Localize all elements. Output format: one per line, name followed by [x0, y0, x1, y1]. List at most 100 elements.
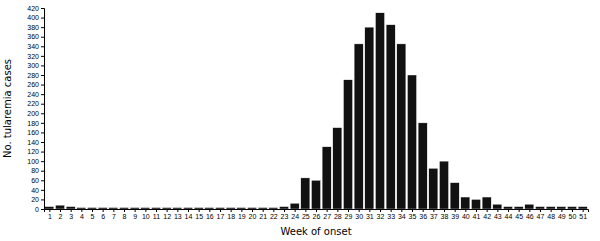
y-tick: 240 [27, 91, 44, 98]
y-tick-mark [41, 56, 44, 57]
x-tick-mark [284, 209, 285, 212]
x-tick-label: 33 [387, 213, 395, 220]
y-tick: 80 [31, 167, 44, 174]
x-tick-label: 27 [323, 213, 331, 220]
x-tick-label: 43 [494, 213, 502, 220]
bar [375, 13, 384, 209]
x-tick-mark [220, 209, 221, 212]
x-tick: 48 [547, 209, 555, 220]
x-tick-mark [380, 209, 381, 212]
bar [66, 207, 75, 209]
x-tick-label: 23 [281, 213, 289, 220]
x-tick-mark [497, 209, 498, 212]
x-tick-mark [49, 209, 50, 212]
bar [386, 25, 395, 209]
bar [290, 203, 299, 209]
bar [226, 208, 235, 209]
y-axis: 0204060801001201401601802002202402602803… [27, 5, 44, 213]
x-tick-label: 15 [195, 213, 203, 220]
bar [173, 208, 182, 209]
y-tick-label: 400 [27, 14, 39, 21]
plot: 1234567891011121314151617181920212223242… [27, 5, 588, 220]
y-tick-label: 60 [31, 177, 39, 184]
x-tick-label: 40 [462, 213, 470, 220]
x-tick-label: 1 [48, 213, 52, 220]
x-tick: 28 [334, 209, 342, 220]
bar [183, 208, 192, 209]
x-tick: 29 [345, 209, 353, 220]
x-tick-label: 11 [153, 213, 160, 220]
y-tick: 420 [27, 5, 44, 12]
x-axis: 1234567891011121314151617181920212223242… [45, 209, 589, 220]
y-tick-mark [41, 46, 44, 47]
bar [130, 208, 139, 209]
bar [450, 183, 459, 209]
bars [45, 13, 587, 209]
x-tick-label: 51 [579, 213, 587, 220]
x-tick: 12 [163, 209, 171, 220]
y-tick-mark [41, 199, 44, 200]
y-tick-mark [41, 123, 44, 124]
x-tick-label: 25 [302, 213, 310, 220]
x-tick-mark [209, 209, 210, 212]
y-tick: 220 [27, 100, 44, 107]
x-tick-label: 32 [377, 213, 385, 220]
y-tick-label: 120 [27, 148, 39, 155]
y-tick: 400 [27, 14, 44, 21]
x-tick-label: 5 [91, 213, 95, 220]
bar [418, 123, 427, 209]
x-tick: 1 [48, 209, 52, 220]
y-tick: 0 [35, 206, 44, 213]
x-tick-label: 16 [206, 213, 214, 220]
y-tick: 320 [27, 53, 44, 60]
bar [269, 208, 278, 209]
y-tick-mark [41, 94, 44, 95]
y-tick-label: 80 [31, 167, 39, 174]
bar [87, 208, 96, 209]
x-tick-mark [391, 209, 392, 212]
x-tick-mark [241, 209, 242, 212]
x-tick-label: 7 [112, 213, 116, 220]
y-tick-mark [41, 75, 44, 76]
bar [151, 208, 160, 209]
x-tick-mark [540, 209, 541, 212]
chart: 1234567891011121314151617181920212223242… [0, 0, 600, 241]
x-tick: 41 [473, 209, 481, 220]
x-tick: 35 [409, 209, 417, 220]
x-tick-label: 24 [291, 213, 299, 220]
x-tick-label: 19 [238, 213, 246, 220]
x-tick: 50 [569, 209, 577, 220]
x-tick-mark [295, 209, 296, 212]
x-tick-label: 26 [313, 213, 321, 220]
bar [119, 208, 128, 209]
y-tick-mark [41, 209, 44, 210]
x-tick: 30 [355, 209, 363, 220]
x-tick-label: 49 [558, 213, 566, 220]
x-tick-mark [583, 209, 584, 212]
x-tick-label: 21 [259, 213, 267, 220]
bar [162, 208, 171, 209]
x-tick-mark [113, 209, 114, 212]
x-tick: 5 [91, 209, 95, 220]
bar [205, 208, 214, 209]
bar [77, 208, 86, 209]
x-tick: 25 [302, 209, 310, 220]
bar [279, 207, 288, 209]
x-tick: 42 [483, 209, 491, 220]
x-tick-label: 4 [80, 213, 84, 220]
bar [98, 208, 107, 209]
x-tick-mark [327, 209, 328, 212]
bar [343, 80, 352, 209]
x-tick: 6 [101, 209, 105, 220]
bar [525, 204, 534, 209]
x-tick-label: 3 [69, 213, 73, 220]
x-tick: 26 [313, 209, 321, 220]
x-tick-mark [444, 209, 445, 212]
x-tick-mark [263, 209, 264, 212]
x-tick-label: 13 [174, 213, 182, 220]
y-tick-label: 260 [27, 81, 39, 88]
x-tick-mark [561, 209, 562, 212]
y-tick-label: 140 [27, 139, 39, 146]
bar [407, 75, 416, 209]
bar [546, 207, 555, 209]
